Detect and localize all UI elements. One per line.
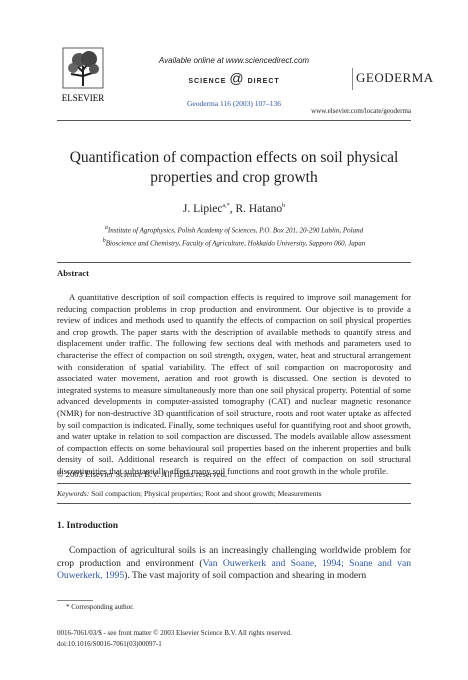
divider [57, 262, 411, 263]
author-name: R. Hatano [235, 203, 283, 215]
divider [57, 483, 411, 484]
footnote-rule [57, 600, 93, 601]
journal-url[interactable]: www.elsevier.com/locate/geoderma [311, 107, 411, 115]
affiliation-sup: b [102, 238, 106, 245]
footer-line: doi:10.1016/S0016-7061(03)00097-1 [57, 640, 162, 648]
footer: 0016-7061/03/$ - see front matter © 2003… [57, 628, 292, 650]
affiliations: aInstitute of Agrophysics, Polish Academ… [57, 223, 411, 250]
divider [57, 503, 411, 504]
affiliation: bBioscience and Chemistry, Faculty of Ag… [57, 236, 411, 249]
divider [57, 120, 411, 121]
logo-text: @ [229, 70, 245, 86]
affiliation-text: Bioscience and Chemistry, Faculty of Agr… [105, 239, 366, 248]
publisher-name: ELSEVIER [62, 93, 105, 103]
affiliation: aInstitute of Agrophysics, Polish Academ… [57, 223, 411, 236]
author-name: J. Lipiec [182, 203, 223, 215]
logo-text: DIRECT [247, 78, 280, 85]
abstract-heading: Abstract [57, 268, 89, 278]
journal-logo: GEODERMA [356, 70, 434, 85]
publisher-logo: ELSEVIER [62, 47, 105, 103]
copyright: © 2003 Elsevier Science B.V. All rights … [57, 469, 228, 479]
keywords-label: Keywords: [57, 489, 90, 498]
keywords: Keywords: Soil compaction; Physical prop… [57, 489, 322, 498]
sciencedirect-logo: SCIENCE @ DIRECT [150, 70, 318, 86]
article-title: Quantification of compaction effects on … [69, 149, 399, 186]
author-sup: a,* [222, 203, 230, 210]
availability: Available online at www.sciencedirect.co… [158, 56, 310, 65]
authors: J. Lipieca,*, R. Hatanob [182, 203, 286, 215]
intro-segment: Compaction of agricultural soils is an i… [57, 545, 411, 569]
footer-line: 0016-7061/03/$ - see front matter © 2003… [57, 629, 292, 637]
citation-link[interactable]: Van Ouwerkerk and Soane, 1994; Soane and… [57, 557, 412, 582]
footnote: * Corresponding author. [66, 603, 134, 611]
affiliation-sup: a [104, 225, 108, 231]
journal-logo-box [352, 68, 415, 90]
section-heading: 1. Introduction [57, 521, 119, 531]
intro-segment: ). The vast majority of soil compaction … [124, 570, 367, 582]
keywords-text: Soil compaction; Physical properties; Ro… [91, 489, 322, 498]
author-sup: b [282, 203, 286, 210]
journal-reference: Geoderma 116 (2003) 107–136 [186, 99, 282, 108]
affiliation-text: Institute of Agrophysics, Polish Academy… [107, 226, 364, 235]
abstract-text: A quantitative description of soil compa… [57, 292, 411, 476]
logo-text: SCIENCE [188, 78, 227, 85]
intro-text: Compaction of agricultural soils is an i… [57, 545, 411, 583]
